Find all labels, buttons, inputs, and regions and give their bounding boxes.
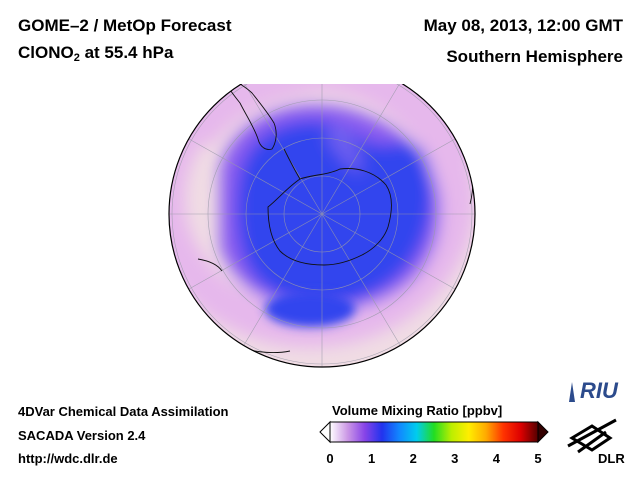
colorbar-title: Volume Mixing Ratio [ppbv]: [332, 403, 503, 418]
antarctic-peninsula: [283, 148, 301, 180]
vortex-lobe: [265, 291, 355, 327]
globe-outline: [168, 84, 476, 368]
footer-line2: SACADA Version 2.4: [18, 428, 146, 443]
footer-line1: 4DVar Chemical Data Assimilation: [18, 404, 229, 419]
dlr-logo-mark: [567, 418, 617, 454]
species-subscript: 2: [73, 52, 80, 64]
colorbar-tick-label: 2: [409, 451, 417, 466]
globe-map: [168, 84, 476, 368]
colorbar-tick-label: 1: [367, 451, 376, 466]
colorbar-tick-label: 4: [492, 451, 501, 466]
colorbar-high-arrow: [537, 420, 549, 444]
south-america-coastline: [219, 84, 277, 150]
colorbar-gradient: [329, 421, 539, 443]
riu-logo: RIU: [569, 378, 619, 403]
australia-coastline: [197, 258, 223, 272]
dlr-logo-text: DLR: [598, 451, 625, 466]
species-name: ClONO: [18, 43, 74, 62]
title-line1: GOME–2 / MetOp Forecast: [18, 16, 232, 35]
riu-logo-text: RIU: [580, 378, 619, 403]
colorbar-tick-label: 3: [451, 451, 459, 466]
antarctica-coastline: [267, 168, 392, 266]
footer-url[interactable]: http://wdc.dlr.de: [18, 451, 118, 466]
graticule: [169, 84, 475, 367]
colorbar: [319, 420, 549, 444]
colorbar-tick-label: 0: [326, 451, 334, 466]
colorbar-tick-label: 5: [534, 451, 542, 466]
vortex-notch: [325, 124, 362, 174]
hemisphere-label: Southern Hemisphere: [446, 47, 623, 66]
colorbar-low-arrow: [319, 420, 331, 444]
dlr-logo: DLR: [567, 418, 625, 466]
title-line2: ClONO2 at 55.4 hPa: [18, 43, 173, 64]
globe-field: [169, 84, 475, 367]
riu-logo-mark: [569, 382, 575, 402]
forecast-date: May 08, 2013, 12:00 GMT: [423, 16, 623, 35]
pressure-level: at 55.4 hPa: [79, 43, 174, 62]
